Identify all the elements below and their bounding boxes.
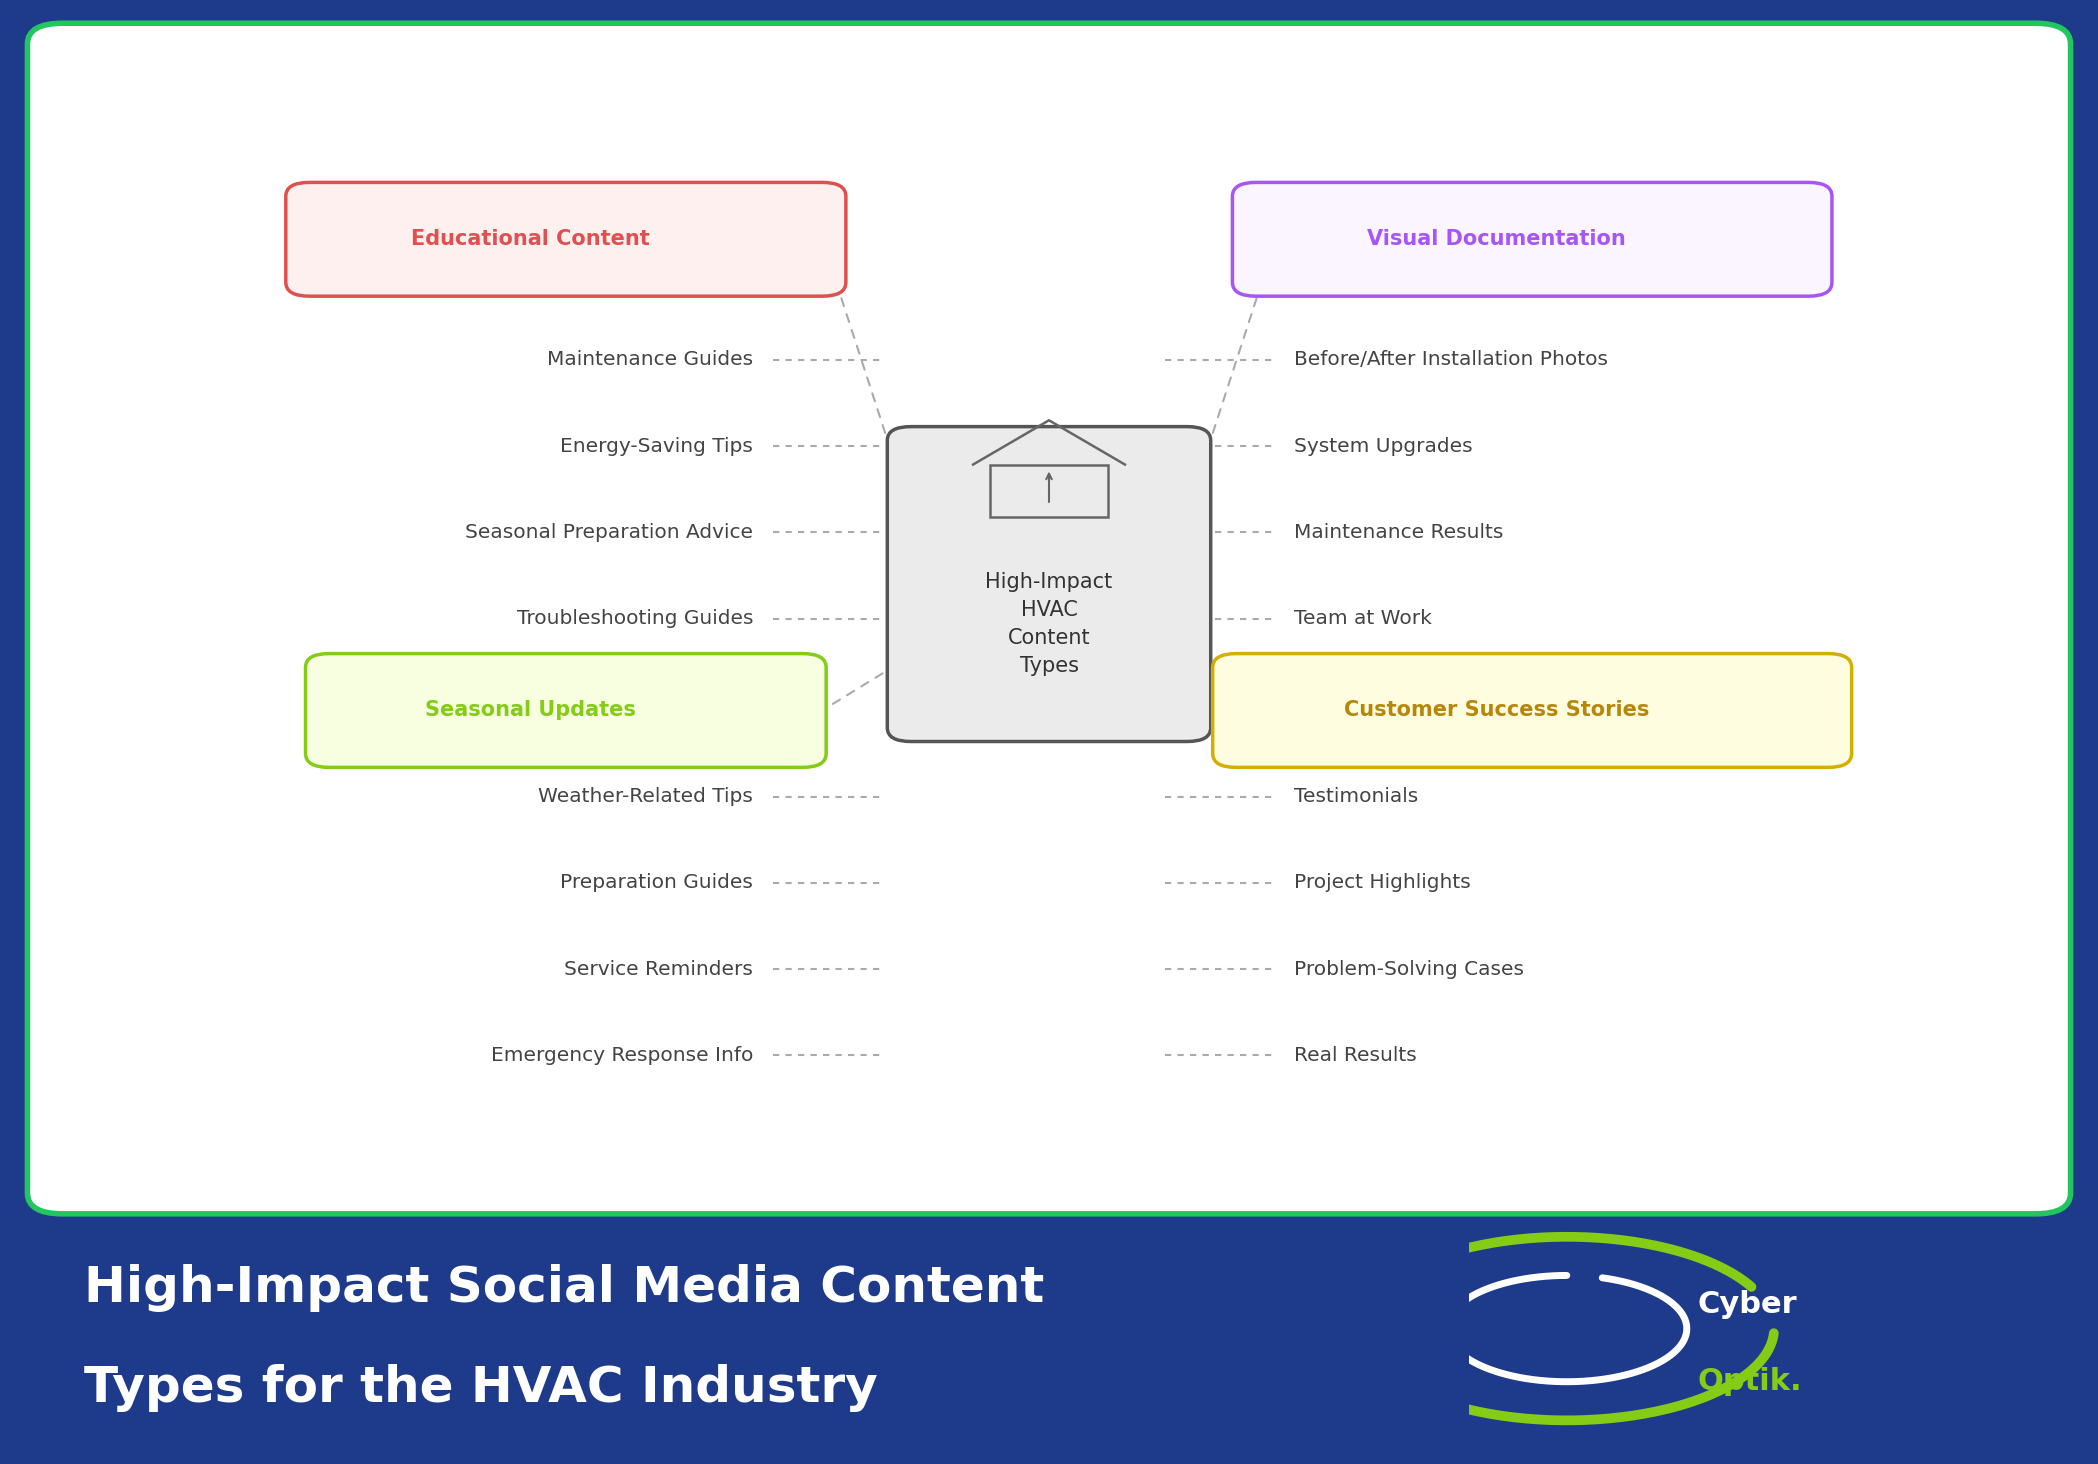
Text: Visual Documentation: Visual Documentation [1368,230,1626,249]
Text: Types for the HVAC Industry: Types for the HVAC Industry [84,1364,877,1413]
FancyBboxPatch shape [1232,183,1832,296]
Text: Weather-Related Tips: Weather-Related Tips [539,788,753,807]
Text: Emergency Response Info: Emergency Response Info [491,1045,753,1064]
Text: Testimonials: Testimonials [1294,788,1418,807]
Text: Energy-Saving Tips: Energy-Saving Tips [560,436,753,455]
FancyBboxPatch shape [1213,653,1853,767]
FancyBboxPatch shape [306,653,827,767]
Text: High-Impact Social Media Content: High-Impact Social Media Content [84,1263,1045,1312]
Text: Optik.: Optik. [1697,1367,1802,1397]
Text: Maintenance Guides: Maintenance Guides [548,350,753,369]
Text: Cyber: Cyber [1697,1290,1798,1319]
FancyBboxPatch shape [27,23,2071,1214]
Text: System Upgrades: System Upgrades [1294,436,1473,455]
FancyBboxPatch shape [887,426,1211,741]
Text: Educational Content: Educational Content [411,230,650,249]
Text: Problem-Solving Cases: Problem-Solving Cases [1294,959,1523,978]
Text: Customer Success Stories: Customer Success Stories [1345,700,1649,720]
Text: Service Reminders: Service Reminders [564,959,753,978]
Text: Seasonal Updates: Seasonal Updates [426,700,636,720]
Text: Maintenance Results: Maintenance Results [1294,523,1502,542]
Text: Seasonal Preparation Advice: Seasonal Preparation Advice [466,523,753,542]
Text: Preparation Guides: Preparation Guides [560,874,753,893]
Text: Troubleshooting Guides: Troubleshooting Guides [516,609,753,628]
FancyBboxPatch shape [285,183,845,296]
Text: Team at Work: Team at Work [1294,609,1431,628]
Text: Real Results: Real Results [1294,1045,1416,1064]
Text: Project Highlights: Project Highlights [1294,874,1471,893]
Text: Before/After Installation Photos: Before/After Installation Photos [1294,350,1607,369]
Text: High-Impact
HVAC
Content
Types: High-Impact HVAC Content Types [986,572,1112,676]
